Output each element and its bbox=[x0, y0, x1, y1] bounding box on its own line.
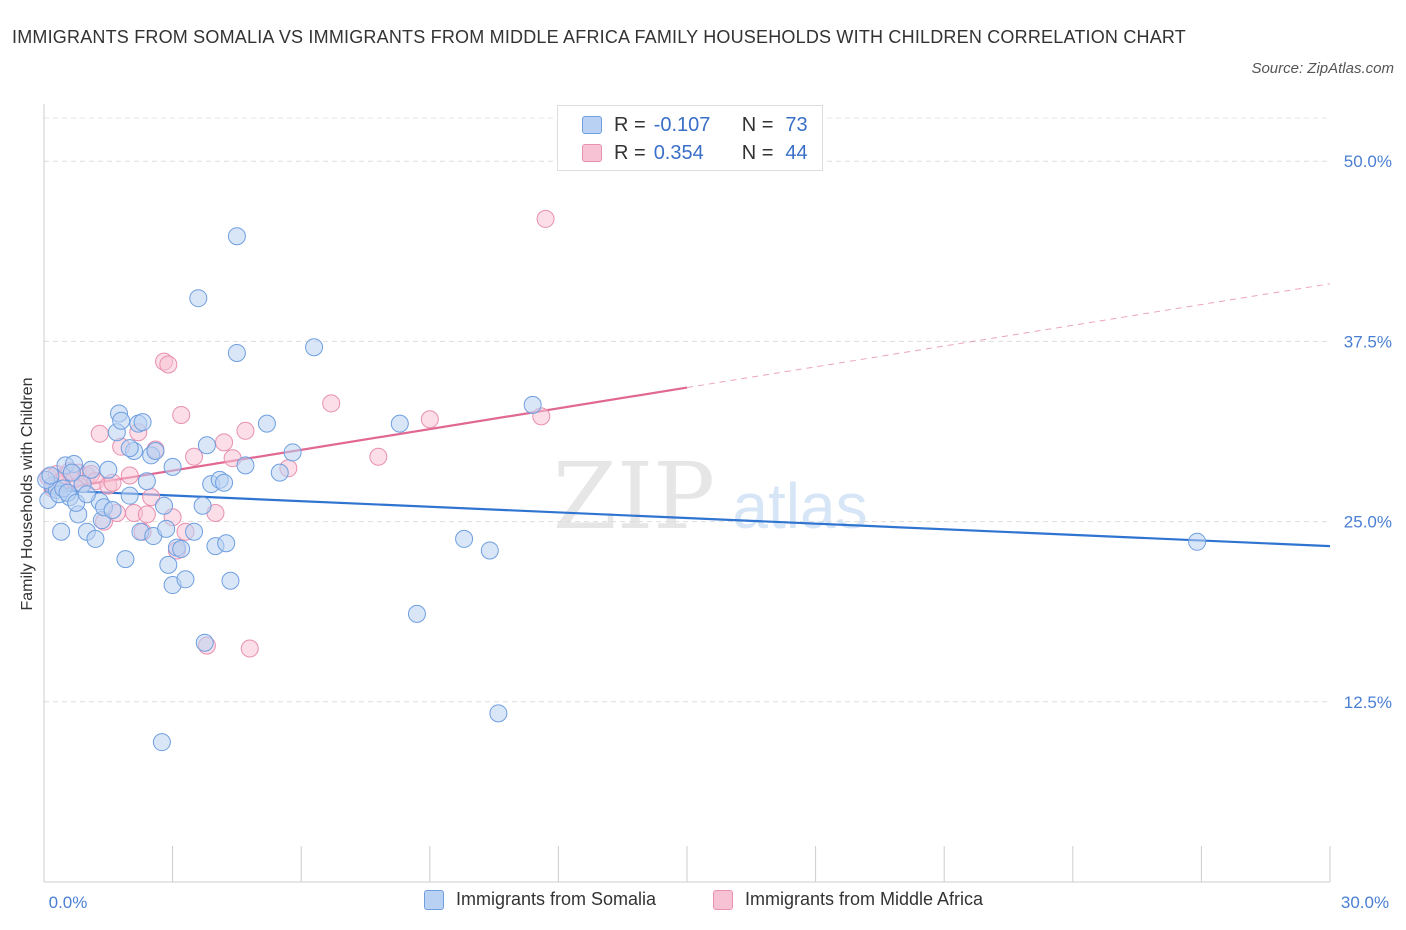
somalia-point bbox=[185, 522, 204, 541]
gridlines bbox=[44, 117, 1330, 703]
legend-n-label: N = bbox=[741, 113, 774, 136]
somalia-point bbox=[195, 633, 214, 652]
middle-africa-legend-icon bbox=[713, 889, 733, 910]
somalia-point bbox=[41, 466, 60, 485]
somalia-point bbox=[146, 441, 165, 460]
legend-r-value: 0.354 bbox=[653, 141, 704, 164]
y-tick-label: 12.5% bbox=[1344, 693, 1392, 712]
legend-row-middle-africa: R = 0.354 N = 44 bbox=[582, 140, 808, 166]
middle-africa-point bbox=[420, 410, 439, 429]
somalia-point bbox=[217, 534, 236, 553]
legend-row-somalia: R = -0.107 N = 73 bbox=[582, 112, 808, 138]
somalia-point bbox=[257, 414, 276, 433]
data-points bbox=[37, 209, 1207, 752]
somalia-point bbox=[152, 733, 171, 752]
somalia-swatch-icon bbox=[582, 116, 602, 134]
somalia-point bbox=[52, 522, 71, 541]
somalia-point bbox=[523, 395, 542, 414]
somalia-point bbox=[77, 485, 96, 504]
watermark: ZIP atlas bbox=[553, 443, 868, 550]
somalia-point bbox=[227, 343, 246, 362]
legend-n-value: 44 bbox=[785, 141, 808, 164]
somalia-point bbox=[489, 704, 508, 723]
middle-africa-legend-label: Immigrants from Middle Africa bbox=[745, 889, 984, 909]
x-tick-label: 30.0% bbox=[1341, 893, 1389, 912]
middle-africa-point bbox=[322, 394, 341, 413]
somalia-point bbox=[155, 496, 174, 515]
somalia-point bbox=[120, 486, 139, 505]
middle-africa-point bbox=[159, 355, 178, 374]
somalia-legend-label: Immigrants from Somalia bbox=[456, 889, 657, 909]
somalia-point bbox=[283, 443, 302, 462]
somalia-point bbox=[176, 570, 195, 589]
somalia-legend-icon bbox=[424, 889, 444, 910]
somalia-point bbox=[270, 463, 289, 482]
source-label: Source: ZipAtlas.com bbox=[1251, 60, 1394, 77]
middle-africa-point bbox=[236, 421, 255, 440]
somalia-point bbox=[116, 550, 135, 569]
somalia-point bbox=[86, 529, 105, 548]
somalia-point bbox=[163, 457, 182, 476]
legend-r-label: R = bbox=[614, 113, 646, 136]
middle-africa-point bbox=[240, 639, 259, 658]
somalia-point bbox=[137, 472, 156, 491]
y-tick-label: 37.5% bbox=[1344, 332, 1392, 351]
somalia-point bbox=[221, 571, 240, 590]
somalia-point bbox=[99, 460, 118, 479]
somalia-point bbox=[390, 414, 409, 433]
somalia-point bbox=[455, 529, 474, 548]
middle-africa-point bbox=[172, 405, 191, 424]
middle-africa-point bbox=[215, 433, 234, 452]
middle-africa-point bbox=[369, 447, 388, 466]
somalia-point bbox=[236, 456, 255, 475]
y-tick-label: 25.0% bbox=[1344, 513, 1392, 532]
somalia-point bbox=[62, 463, 81, 482]
somalia-point bbox=[112, 411, 131, 430]
tick-labels: 12.5% 25.0% 37.5% 50.0% 0.0% 30.0% bbox=[49, 152, 1392, 912]
middle-africa-point bbox=[90, 424, 109, 443]
middle-africa-trend-extension bbox=[686, 283, 1331, 389]
stats-legend: R = -0.107 N = 73 R = 0.354 N = 44 bbox=[557, 105, 823, 171]
somalia-point bbox=[480, 541, 499, 560]
legend-n-label: N = bbox=[741, 141, 774, 164]
watermark-atlas: atlas bbox=[732, 470, 867, 542]
bottom-legend-middle-africa: Immigrants from Middle Africa bbox=[713, 889, 983, 910]
middle-africa-point bbox=[137, 505, 156, 524]
somalia-trend-line bbox=[43, 488, 1331, 548]
watermark-zip: ZIP bbox=[553, 443, 715, 550]
middle-africa-point bbox=[120, 466, 139, 485]
somalia-point bbox=[197, 436, 216, 455]
somalia-point bbox=[120, 439, 139, 458]
legend-n-value: 73 bbox=[785, 113, 808, 136]
somalia-point bbox=[157, 519, 176, 538]
somalia-point bbox=[172, 540, 191, 559]
somalia-point bbox=[407, 604, 426, 623]
chart-title: IMMIGRANTS FROM SOMALIA VS IMMIGRANTS FR… bbox=[12, 27, 1186, 47]
somalia-point bbox=[189, 289, 208, 308]
somalia-point bbox=[193, 496, 212, 515]
somalia-point bbox=[159, 555, 178, 574]
somalia-point bbox=[82, 460, 101, 479]
middle-africa-point bbox=[536, 209, 555, 228]
somalia-point bbox=[227, 227, 246, 246]
somalia-point bbox=[103, 501, 122, 520]
somalia-point bbox=[305, 338, 324, 357]
middle-africa-point bbox=[185, 447, 204, 466]
middle-africa-swatch-icon bbox=[582, 144, 602, 162]
legend-r-label: R = bbox=[614, 141, 646, 164]
x-tick-label: 0.0% bbox=[49, 893, 88, 912]
y-tick-label: 50.0% bbox=[1344, 152, 1392, 171]
bottom-legend-somalia: Immigrants from Somalia bbox=[424, 889, 656, 910]
somalia-point bbox=[215, 473, 234, 492]
somalia-point bbox=[1188, 532, 1207, 551]
legend-r-value: -0.107 bbox=[653, 113, 711, 136]
somalia-point bbox=[133, 413, 152, 432]
